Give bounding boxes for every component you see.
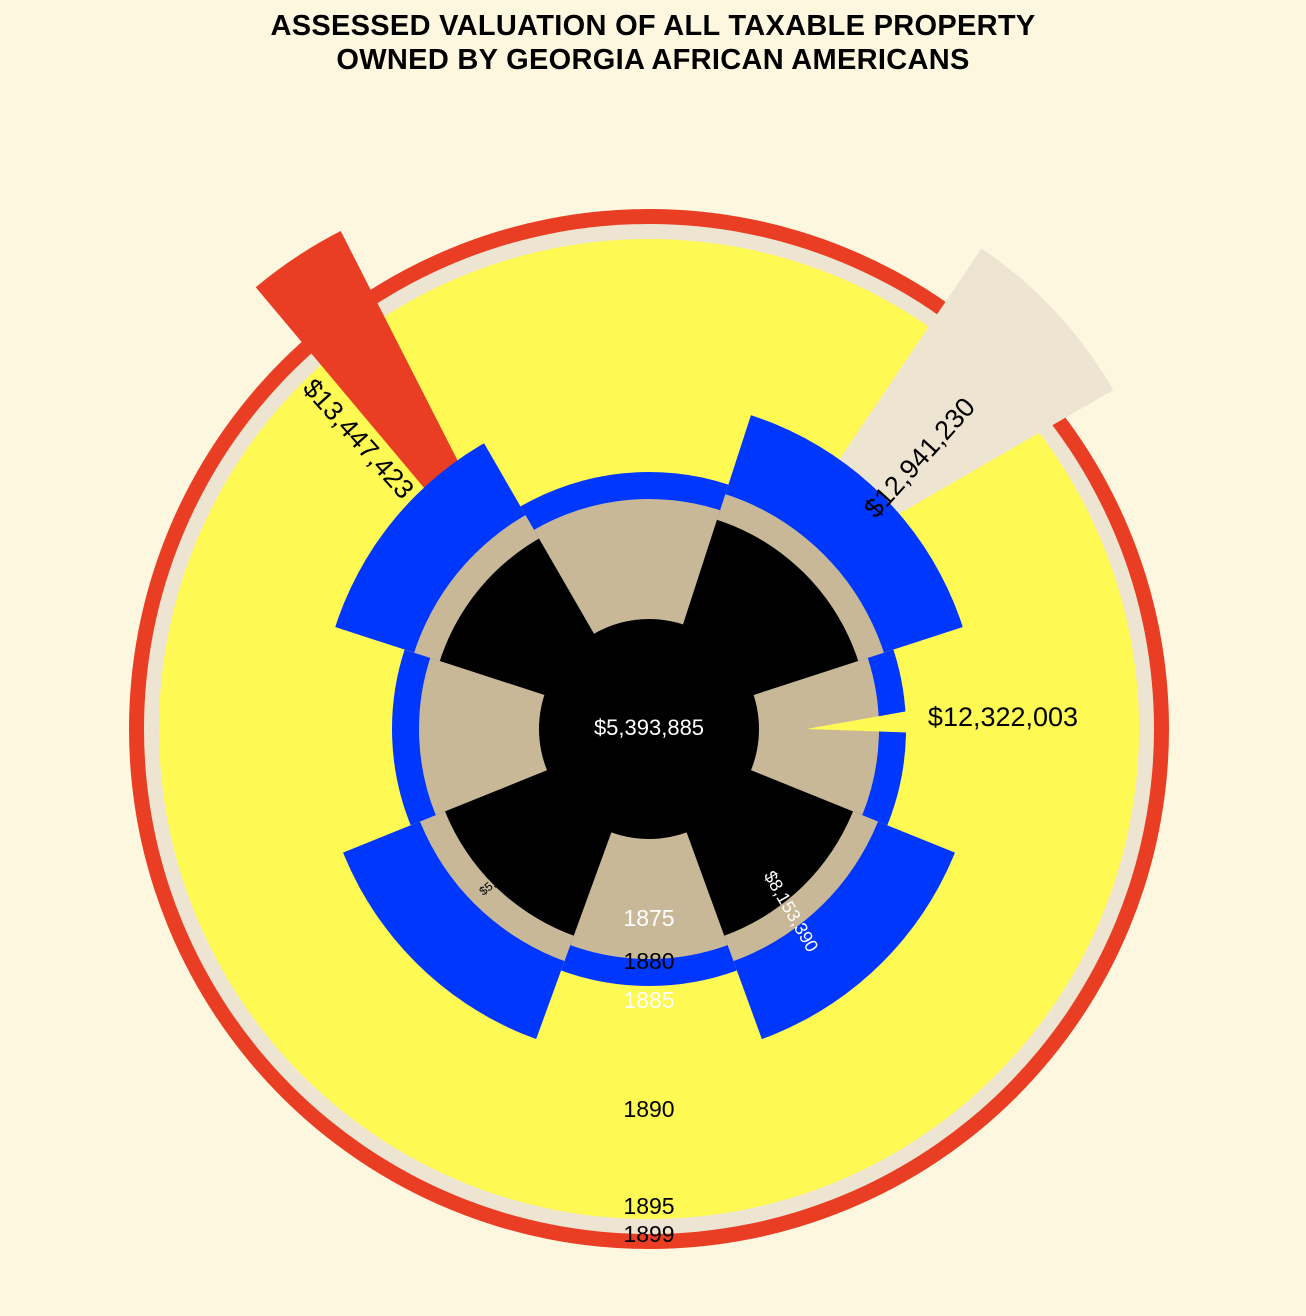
notch-1875-1 (534, 498, 721, 729)
notch-1875-3 (570, 729, 728, 959)
year-label-1890: 1890 (623, 1096, 674, 1122)
spike-1890 (806, 699, 976, 735)
value-label-1875: $5,393,885 (594, 715, 704, 740)
notch-1875-0 (418, 657, 649, 816)
chart-title-line-2: OWNED BY GEORGIA AFRICAN AMERICANS (336, 44, 970, 76)
year-label-1885: 1885 (623, 987, 674, 1013)
year-label-1895: 1895 (623, 1193, 674, 1219)
chart-title-line-1: ASSESSED VALUATION OF ALL TAXABLE PROPER… (270, 10, 1036, 42)
year-label-1899: 1899 (623, 1221, 674, 1247)
year-label-1875: 1875 (623, 905, 674, 931)
year-label-1880: 1880 (623, 948, 674, 974)
core-1875 (539, 619, 759, 839)
notch-1875-2 (649, 657, 879, 816)
value-label-1890: $12,322,003 (928, 702, 1078, 732)
